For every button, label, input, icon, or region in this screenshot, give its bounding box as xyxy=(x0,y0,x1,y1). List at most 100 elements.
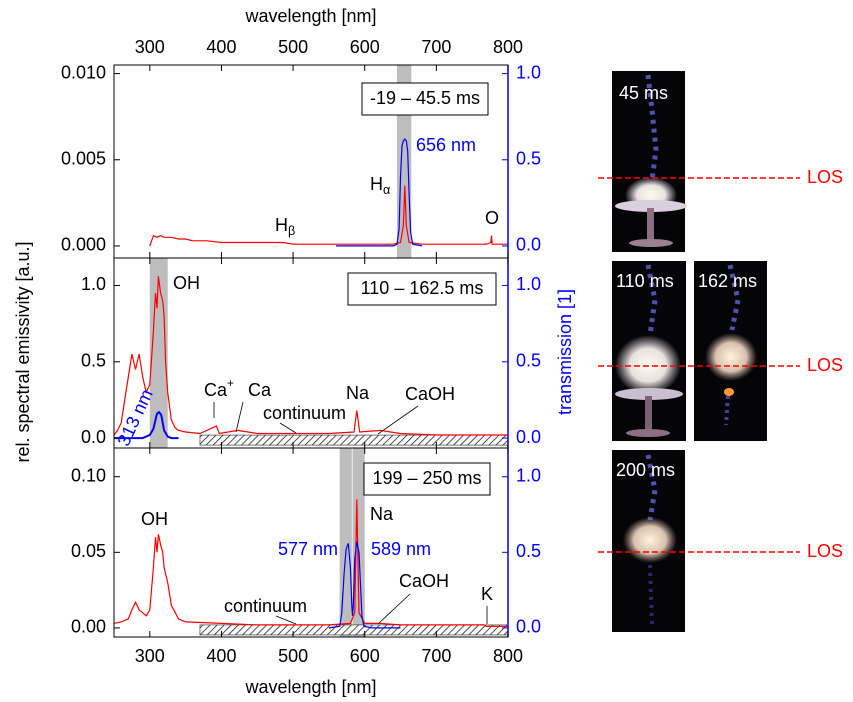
x-tick-label: 500 xyxy=(278,646,308,666)
annotation: Hβ xyxy=(275,215,295,239)
y-tick-label: 0.00 xyxy=(71,617,106,637)
y-tick-label: 0.010 xyxy=(61,62,106,82)
spark xyxy=(724,388,734,396)
annotation-text: Na xyxy=(370,504,394,524)
stem xyxy=(647,208,654,240)
time-label: 110 – 162.5 ms xyxy=(361,278,484,298)
annotation-text: O xyxy=(485,208,499,228)
photo-label: 200 ms xyxy=(616,460,675,480)
y2-tick-label: 1.0 xyxy=(516,62,541,82)
y2-tick-label: 0.5 xyxy=(516,149,541,169)
base xyxy=(626,429,670,437)
x-tick-label: 600 xyxy=(350,646,380,666)
x-tick-label-top: 700 xyxy=(421,37,451,57)
annotation: CaOH xyxy=(405,384,455,404)
photo-label: 162 ms xyxy=(698,271,757,291)
time-box xyxy=(347,272,497,306)
annotation-subscript: α xyxy=(383,183,390,197)
y-tick-label: 1.0 xyxy=(81,274,106,294)
photo-label: 45 ms xyxy=(619,83,668,103)
y-tick-label: 0.10 xyxy=(71,465,106,485)
base xyxy=(629,239,673,247)
x-tick-label-top: 300 xyxy=(135,37,165,57)
photo-column xyxy=(724,395,730,426)
y2-tick-label: 1.0 xyxy=(516,465,541,485)
annotation: Hα xyxy=(370,174,390,198)
annotation: Na xyxy=(370,504,394,524)
annotation-text: H xyxy=(370,174,383,194)
pointer xyxy=(279,422,297,434)
annotation: CaOH xyxy=(399,571,449,591)
y2-axis-title: transmission [1] xyxy=(555,289,575,415)
photos xyxy=(612,71,767,632)
annotation-text: Na xyxy=(346,383,370,403)
annotation-text: 577 nm xyxy=(278,539,338,559)
continuum-band xyxy=(199,624,509,636)
stem xyxy=(645,396,652,431)
annotation-text: CaOH xyxy=(399,571,449,591)
time-box xyxy=(361,82,489,116)
x-tick-label: 300 xyxy=(135,646,165,666)
emissivity-line xyxy=(149,185,508,247)
annotation: Na xyxy=(346,383,370,403)
annotation-text: 589 nm xyxy=(371,539,431,559)
annotation-text: continuum xyxy=(224,596,307,616)
annotation-text: K xyxy=(481,584,493,604)
annotation: continuum xyxy=(224,596,307,616)
pointer xyxy=(275,615,297,625)
los-label: LOS xyxy=(807,541,843,561)
x-tick-label: 800 xyxy=(493,646,523,666)
annotation: 577 nm xyxy=(278,539,338,559)
x-tick-label: 700 xyxy=(421,646,451,666)
disk xyxy=(615,200,687,212)
annotation-text: Ca xyxy=(248,380,272,400)
annotation-text: OH xyxy=(173,273,200,293)
y2-tick-label: 0.5 xyxy=(516,541,541,561)
annotation-text: H xyxy=(275,215,288,235)
y-tick-label: 0.000 xyxy=(61,235,106,255)
time-box xyxy=(363,462,491,496)
x-axis-title: wavelength [nm] xyxy=(244,677,376,697)
annotation-text: CaOH xyxy=(405,384,455,404)
annotation: OH xyxy=(173,273,200,293)
transmission-line xyxy=(328,541,401,629)
photo-column xyxy=(645,74,659,181)
annotation: Ca+ xyxy=(204,376,234,400)
y-tick-label: 0.005 xyxy=(61,149,106,169)
annotation-subscript: β xyxy=(288,224,295,238)
annotation: O xyxy=(485,208,499,228)
y2-tick-label: 0.0 xyxy=(516,235,541,255)
annotation: 656 nm xyxy=(416,135,476,155)
x-tick-label-top: 500 xyxy=(278,37,308,57)
continuum-band xyxy=(199,434,509,446)
annotation-text: continuum xyxy=(263,403,346,423)
y2-tick-label: 0.0 xyxy=(516,617,541,637)
pointer xyxy=(377,593,411,625)
transmission-line xyxy=(114,410,179,440)
time-label: 199 – 250 ms xyxy=(372,468,481,488)
pointer xyxy=(235,401,244,433)
annotation: continuum xyxy=(263,403,346,423)
emissivity-line xyxy=(113,499,508,627)
los-label: LOS xyxy=(807,167,843,187)
y2-tick-label: 1.0 xyxy=(516,274,541,294)
y2-tick-label: 0.0 xyxy=(516,427,541,447)
time-label: -19 – 45.5 ms xyxy=(370,88,480,108)
annotation: 589 nm xyxy=(371,539,431,559)
y-tick-label: 0.0 xyxy=(81,427,106,447)
x-axis-title-top: wavelength [nm] xyxy=(244,6,376,26)
annotation-text: Ca xyxy=(204,380,228,400)
x-tick-label: 400 xyxy=(206,646,236,666)
annotation-text: 656 nm xyxy=(416,135,476,155)
y-axis-title: rel. spectral emissivity [a.u.] xyxy=(13,241,33,462)
annotation: OH xyxy=(141,509,168,529)
photo-column xyxy=(645,454,658,521)
y-tick-label: 0.5 xyxy=(81,351,106,371)
y-tick-label: 0.05 xyxy=(71,541,106,561)
disk xyxy=(615,388,683,400)
plume xyxy=(623,517,677,563)
y2-tick-label: 0.5 xyxy=(516,351,541,371)
los-label: LOS xyxy=(807,355,843,375)
annotation: K xyxy=(481,584,493,604)
